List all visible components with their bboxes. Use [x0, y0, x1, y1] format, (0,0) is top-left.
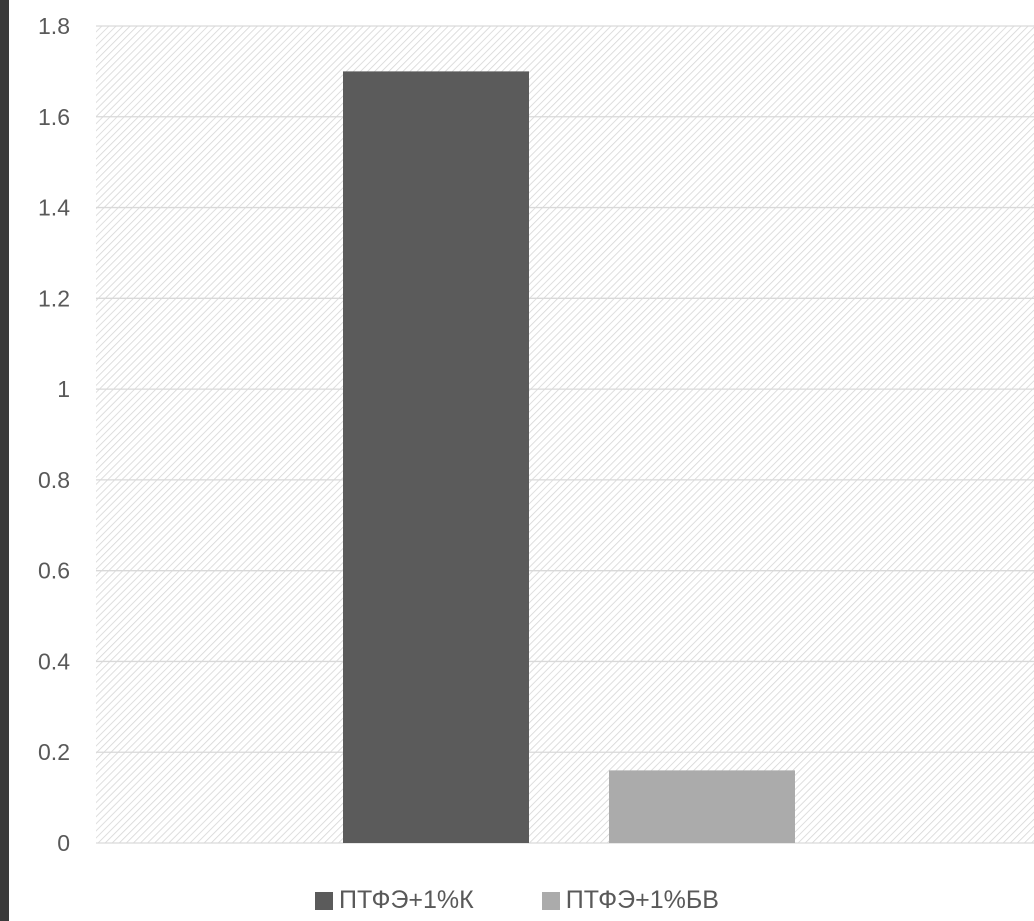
y-tick-label: 0.8	[38, 467, 70, 493]
y-tick-label: 1.6	[38, 104, 70, 130]
y-tick-label: 0	[57, 830, 70, 856]
y-tick-label: 1	[57, 376, 70, 402]
y-axis-tick-labels: 0 0.2 0.4 0.6 0.8 1 1.2 1.4 1.6 1.8	[38, 13, 70, 856]
y-tick-label: 0.6	[38, 558, 70, 584]
legend-label: ПТФЭ+1%БВ	[565, 886, 719, 914]
legend-item: ПТФЭ+1%К	[315, 886, 474, 915]
legend-label: ПТФЭ+1%К	[339, 886, 474, 914]
y-tick-label: 1.8	[38, 13, 70, 39]
plot-area	[96, 26, 1034, 843]
bar-series-2	[609, 770, 795, 843]
legend-swatch	[315, 891, 334, 910]
y-tick-label: 0.4	[38, 648, 70, 674]
legend-swatch	[541, 891, 560, 910]
legend: ПТФЭ+1%К ПТФЭ+1%БВ	[0, 886, 1034, 915]
y-tick-label: 1.2	[38, 285, 70, 311]
bar-series-1	[343, 71, 529, 843]
bars	[343, 71, 795, 843]
legend-item: ПТФЭ+1%БВ	[508, 886, 719, 915]
left-edge-bar	[0, 0, 9, 921]
gridlines	[96, 25, 1034, 844]
y-tick-label: 0.2	[38, 739, 70, 765]
y-tick-label: 1.4	[38, 195, 70, 221]
